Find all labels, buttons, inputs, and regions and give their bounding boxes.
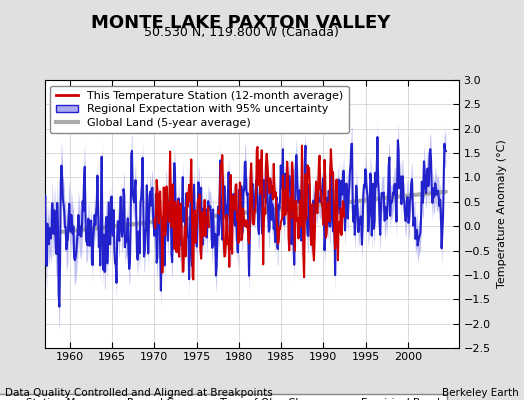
Legend: Station Move, Record Gap, Time of Obs. Change, Empirical Break: Station Move, Record Gap, Time of Obs. C… xyxy=(0,394,447,400)
Text: MONTE LAKE PAXTON VALLEY: MONTE LAKE PAXTON VALLEY xyxy=(91,14,391,32)
Y-axis label: Temperature Anomaly (°C): Temperature Anomaly (°C) xyxy=(497,140,507,288)
Text: Berkeley Earth: Berkeley Earth xyxy=(442,388,519,398)
Text: Data Quality Controlled and Aligned at Breakpoints: Data Quality Controlled and Aligned at B… xyxy=(5,388,273,398)
Text: 50.530 N, 119.800 W (Canada): 50.530 N, 119.800 W (Canada) xyxy=(144,26,339,39)
